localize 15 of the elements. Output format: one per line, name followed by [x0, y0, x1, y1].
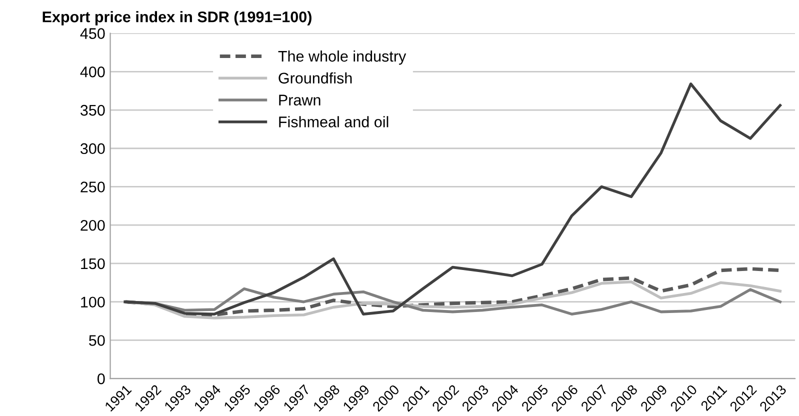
y-tick-label: 400	[80, 66, 105, 78]
legend-label: Fishmeal and oil	[279, 116, 388, 128]
y-tick-label: 200	[80, 220, 105, 231]
y-tick-label: 100	[81, 296, 105, 308]
y-tick-label: 250	[80, 182, 105, 192]
legend-label: The whole industry	[278, 50, 406, 65]
y-tick-label: 450	[80, 28, 105, 39]
legend-label: Groundfish	[278, 72, 352, 84]
y-tick-label: 150	[81, 258, 105, 270]
y-tick-label: 300	[80, 143, 105, 154]
y-tick-label: 50	[89, 335, 105, 346]
chart-title: Export price index in SDR (1991=100)	[42, 11, 312, 26]
y-tick-label: 350	[80, 104, 105, 116]
y-tick-label: 0	[98, 373, 105, 384]
legend-label: Prawn	[279, 94, 320, 106]
